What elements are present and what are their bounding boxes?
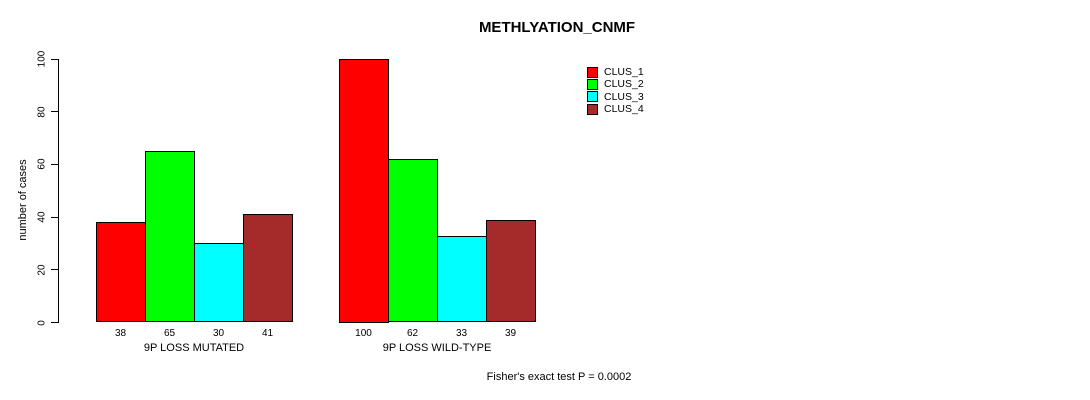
bar-clus_2-group1 [145,151,195,323]
y-tick-label: 80 [36,106,48,118]
y-tick-label: 100 [36,50,48,68]
y-axis-line [58,59,59,323]
legend-swatch-clus_1 [587,66,598,78]
chart-title: METHLYATION_CNMF [478,19,636,36]
legend-row: CLUS_2 [587,78,644,90]
bar-value-label: 33 [455,328,468,339]
y-tick-mark [51,111,58,113]
bar-clus_4-group2 [486,219,536,323]
bar-value-label: 62 [406,328,419,339]
legend-swatch-clus_3 [587,91,598,103]
group-label: 9P LOSS MUTATED [143,342,245,354]
bar-clus_1-group1 [96,222,146,323]
y-tick-mark [51,163,58,165]
y-tick-mark [51,322,58,323]
y-tick-mark [51,269,58,271]
legend-row: CLUS_4 [587,103,644,115]
legend: CLUS_1 CLUS_2 CLUS_3 CLUS_4 [587,66,644,115]
legend-label: CLUS_4 [604,103,644,116]
legend-label: CLUS_1 [604,66,644,79]
legend-label: CLUS_3 [604,90,644,103]
y-tick-label: 60 [36,158,48,170]
bar-clus_3-group1 [194,243,244,323]
legend-swatch-clus_4 [587,103,598,115]
bar-clus_2-group2 [388,159,438,323]
bar-value-label: 39 [504,328,517,339]
group-label: 9P LOSS WILD-TYPE [382,342,492,354]
bar-clus_1-group2 [339,59,389,323]
bar-clus_4-group1 [243,214,293,323]
bar-value-label: 38 [114,328,127,339]
y-tick-mark [51,58,58,60]
bar-value-label: 41 [261,328,274,339]
legend-swatch-clus_2 [587,78,598,90]
y-tick-label: 20 [36,264,48,276]
bar-value-label: 65 [163,328,176,339]
legend-label: CLUS_2 [604,78,644,91]
legend-row: CLUS_1 [587,66,644,78]
y-axis-label: number of cases [17,159,29,241]
y-tick-mark [51,216,58,218]
bar-clus_3-group2 [437,235,487,323]
legend-row: CLUS_3 [587,91,644,103]
y-tick-label: 40 [36,211,48,223]
bar-value-label: 30 [212,328,225,339]
fisher-test-caption: Fisher's exact test P = 0.0002 [486,371,632,383]
bar-value-label: 100 [355,328,372,339]
y-tick-label: 0 [36,319,48,326]
